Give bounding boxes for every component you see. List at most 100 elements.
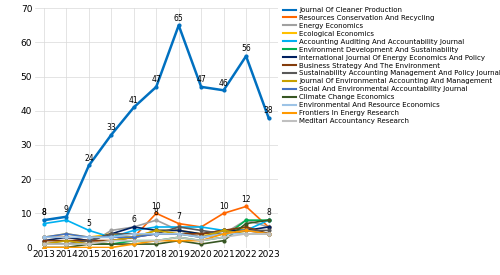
Climate Change Economics: [64, 246, 70, 249]
International Journal Of Energy Economics And Policy: [198, 232, 204, 235]
Text: 41: 41: [129, 96, 138, 104]
Social And Environmental Accountability Journal: [108, 236, 114, 239]
Environmental And Resource Economics: [86, 236, 92, 239]
Social And Environmental Accountability Journal: [153, 232, 159, 235]
Environmental And Resource Economics: [198, 236, 204, 239]
Environmental And Resource Economics: [220, 232, 226, 235]
Text: 56: 56: [241, 44, 251, 53]
Business Strategy And The Environment: [243, 225, 249, 229]
Text: 6: 6: [132, 215, 136, 224]
Text: 33: 33: [106, 123, 116, 132]
Legend: Journal Of Cleaner Production, Resources Conservation And Recycling, Energy Econ: Journal Of Cleaner Production, Resources…: [284, 7, 500, 124]
Social And Environmental Accountability Journal: [41, 236, 47, 239]
Resources Conservation And Recycling: [243, 205, 249, 208]
Text: 7: 7: [176, 212, 181, 221]
Resources Conservation And Recycling: [176, 222, 182, 225]
Sustainability Accounting Management And Policy Journal: [131, 232, 137, 235]
Business Strategy And The Environment: [108, 239, 114, 242]
Business Strategy And The Environment: [176, 232, 182, 235]
Line: Environmental And Resource Economics: Environmental And Resource Economics: [42, 232, 270, 239]
Resources Conservation And Recycling: [266, 225, 272, 229]
Energy Economics: [153, 219, 159, 222]
Energy Economics: [86, 243, 92, 246]
Resources Conservation And Recycling: [108, 239, 114, 242]
Text: 47: 47: [196, 75, 206, 84]
Environment Development And Sustainability: [108, 243, 114, 246]
Ecological Economics: [41, 236, 47, 239]
Resources Conservation And Recycling: [198, 225, 204, 229]
Text: 12: 12: [242, 195, 251, 204]
International Journal Of Energy Economics And Policy: [266, 225, 272, 229]
Sustainability Accounting Management And Policy Journal: [41, 243, 47, 246]
Text: 8: 8: [42, 208, 46, 217]
Ecological Economics: [266, 232, 272, 235]
Climate Change Economics: [108, 243, 114, 246]
Sustainability Accounting Management And Policy Journal: [64, 243, 70, 246]
Accounting Auditing And Accountability Journal: [64, 219, 70, 222]
Climate Change Economics: [153, 243, 159, 246]
Journal Of Cleaner Production: [243, 54, 249, 58]
Environment Development And Sustainability: [266, 219, 272, 222]
Sustainability Accounting Management And Policy Journal: [108, 232, 114, 235]
Social And Environmental Accountability Journal: [266, 232, 272, 235]
Frontiers In Energy Research: [153, 239, 159, 242]
Energy Economics: [198, 236, 204, 239]
Journal Of Cleaner Production: [153, 85, 159, 89]
Journal Of Cleaner Production: [198, 85, 204, 89]
Line: Business Strategy And The Environment: Business Strategy And The Environment: [42, 226, 270, 242]
Energy Economics: [243, 219, 249, 222]
Accounting Auditing And Accountability Journal: [198, 225, 204, 229]
Energy Economics: [176, 229, 182, 232]
Journal Of Environmental Accounting And Management: [41, 243, 47, 246]
Social And Environmental Accountability Journal: [64, 232, 70, 235]
International Journal Of Energy Economics And Policy: [176, 229, 182, 232]
Line: Meditari Accountancy Research: Meditari Accountancy Research: [42, 232, 270, 246]
Social And Environmental Accountability Journal: [198, 236, 204, 239]
Line: Environment Development And Sustainability: Environment Development And Sustainabili…: [42, 219, 270, 246]
Meditari Accountancy Research: [64, 243, 70, 246]
Journal Of Cleaner Production: [108, 133, 114, 136]
Journal Of Environmental Accounting And Management: [243, 232, 249, 235]
Environmental And Resource Economics: [153, 232, 159, 235]
Environment Development And Sustainability: [41, 243, 47, 246]
Environmental And Resource Economics: [108, 236, 114, 239]
Meditari Accountancy Research: [243, 232, 249, 235]
Resources Conservation And Recycling: [220, 212, 226, 215]
Social And Environmental Accountability Journal: [131, 236, 137, 239]
International Journal Of Energy Economics And Policy: [41, 239, 47, 242]
Journal Of Cleaner Production: [176, 24, 182, 27]
Text: 10: 10: [152, 202, 161, 211]
Accounting Auditing And Accountability Journal: [266, 219, 272, 222]
Environment Development And Sustainability: [153, 239, 159, 242]
International Journal Of Energy Economics And Policy: [243, 229, 249, 232]
Text: 38: 38: [264, 106, 274, 115]
Business Strategy And The Environment: [153, 232, 159, 235]
Sustainability Accounting Management And Policy Journal: [220, 232, 226, 235]
Journal Of Environmental Accounting And Management: [64, 239, 70, 242]
Environmental And Resource Economics: [243, 232, 249, 235]
Accounting Auditing And Accountability Journal: [220, 229, 226, 232]
Journal Of Environmental Accounting And Management: [153, 229, 159, 232]
Climate Change Economics: [41, 246, 47, 249]
Environment Development And Sustainability: [131, 239, 137, 242]
Text: 10: 10: [219, 202, 228, 211]
International Journal Of Energy Economics And Policy: [131, 225, 137, 229]
Text: 65: 65: [174, 13, 184, 23]
Line: Accounting Auditing And Accountability Journal: Accounting Auditing And Accountability J…: [42, 219, 270, 239]
Meditari Accountancy Research: [198, 239, 204, 242]
Energy Economics: [131, 225, 137, 229]
Environment Development And Sustainability: [220, 236, 226, 239]
Frontiers In Energy Research: [41, 246, 47, 249]
Meditari Accountancy Research: [176, 236, 182, 239]
Journal Of Cleaner Production: [41, 219, 47, 222]
Energy Economics: [266, 225, 272, 229]
Accounting Auditing And Accountability Journal: [176, 225, 182, 229]
Journal Of Cleaner Production: [64, 215, 70, 218]
Ecological Economics: [243, 225, 249, 229]
International Journal Of Energy Economics And Policy: [220, 229, 226, 232]
Accounting Auditing And Accountability Journal: [41, 222, 47, 225]
Text: 5: 5: [86, 219, 92, 228]
Ecological Economics: [131, 236, 137, 239]
Accounting Auditing And Accountability Journal: [86, 229, 92, 232]
Resources Conservation And Recycling: [131, 236, 137, 239]
